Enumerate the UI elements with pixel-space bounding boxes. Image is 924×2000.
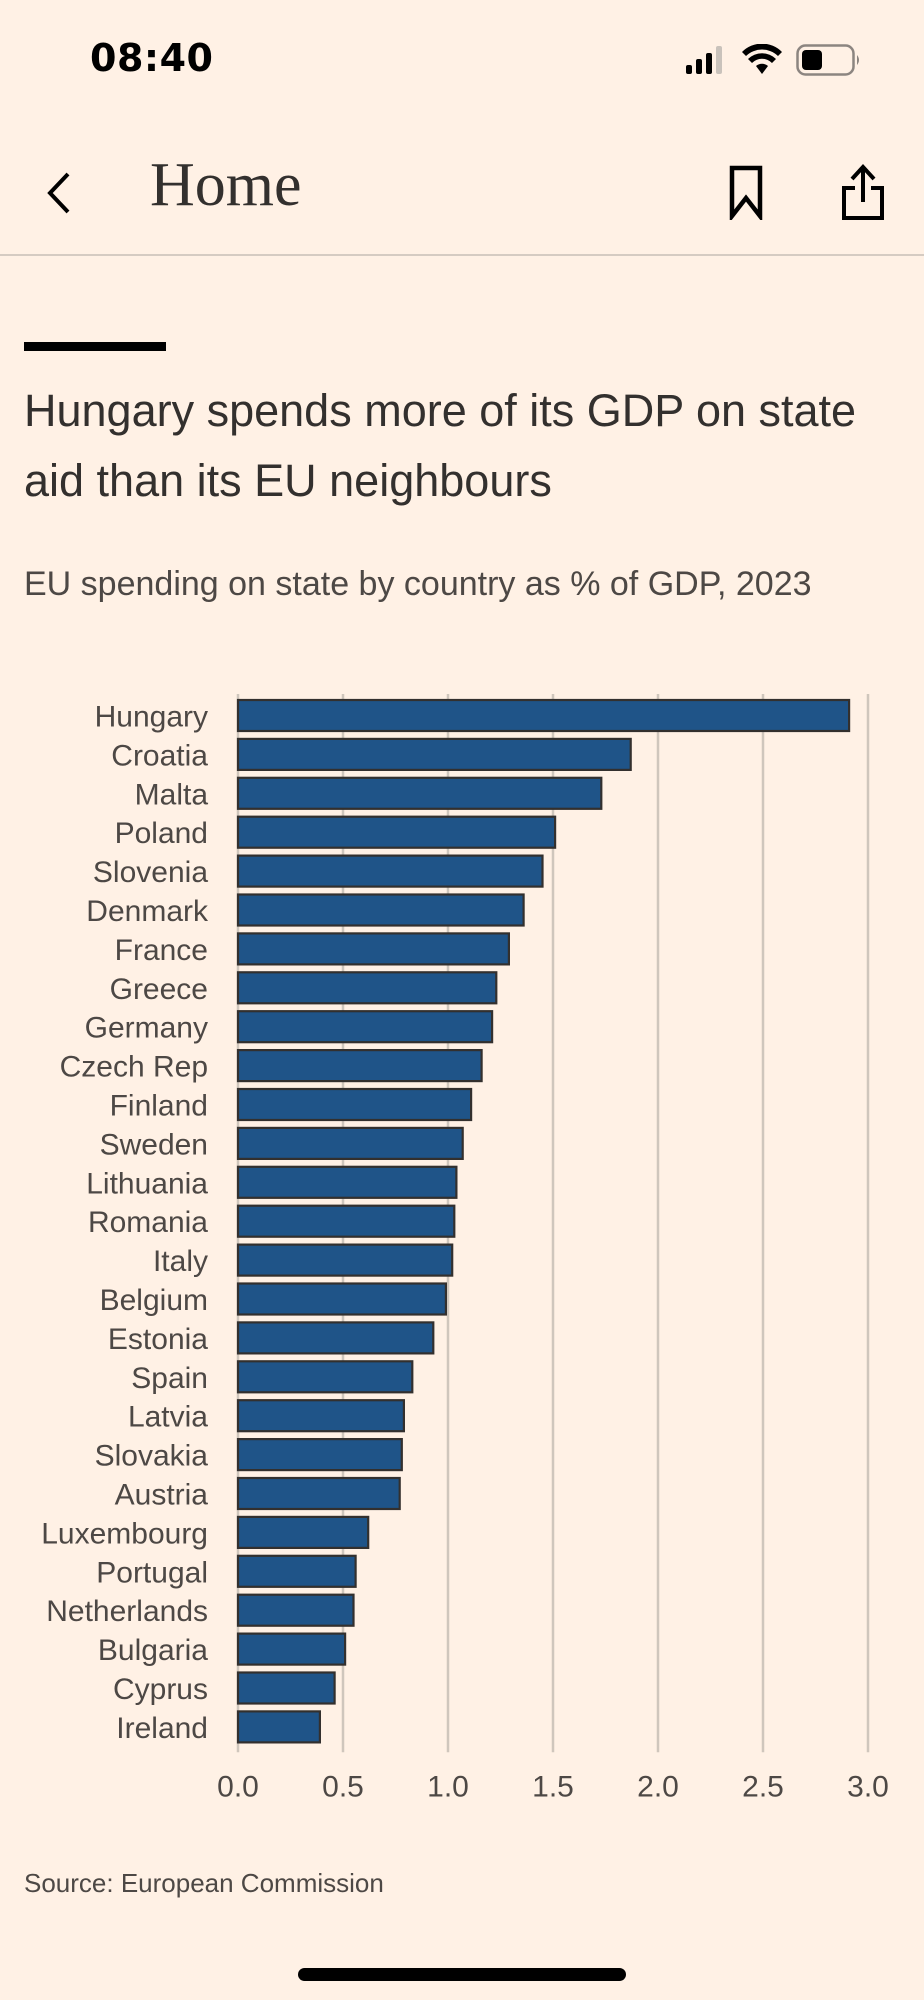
bar-slovakia <box>236 1437 403 1472</box>
wifi-icon <box>742 44 782 74</box>
home-indicator[interactable] <box>298 1968 626 1981</box>
bar-chart: Hungary Croatia Malta Poland Slovenia Denmark… <box>41 694 889 1800</box>
bar-hungary <box>236 698 851 733</box>
category-label: Lithuania <box>86 1167 208 1200</box>
category-label: Slovakia <box>95 1440 209 1473</box>
x-tick-label: 3.0 <box>847 1770 889 1800</box>
x-axis-ticks: 0.0 0.5 1.0 1.5 2.0 2.5 3.0 <box>217 1770 889 1800</box>
category-label: Poland <box>115 817 208 850</box>
bar-finland <box>236 1087 473 1122</box>
bar-romania <box>236 1204 456 1238</box>
bar-denmark <box>236 893 525 927</box>
bar-slovenia <box>236 854 544 888</box>
bar-lithuania <box>236 1165 458 1199</box>
bookmark-button[interactable] <box>724 164 768 223</box>
category-label: Croatia <box>111 739 208 772</box>
bar-sweden <box>236 1126 464 1160</box>
share-button[interactable] <box>838 162 888 222</box>
battery-icon <box>796 44 859 76</box>
category-label: Ireland <box>116 1712 208 1745</box>
category-label: Austria <box>115 1479 209 1512</box>
category-label: Sweden <box>100 1128 208 1161</box>
category-label: Hungary <box>95 701 208 734</box>
x-tick-label: 0.0 <box>217 1770 259 1800</box>
category-label: Estonia <box>108 1323 208 1356</box>
bookmark-icon <box>729 165 763 223</box>
status-icons <box>684 44 862 76</box>
bar-malta <box>236 776 603 810</box>
bar-latvia <box>236 1399 405 1433</box>
nav-bar: Home <box>0 120 924 256</box>
category-label: Germany <box>85 1012 208 1045</box>
category-label: Latvia <box>128 1401 208 1434</box>
bar-cyprus <box>236 1671 336 1705</box>
x-tick-label: 0.5 <box>322 1770 364 1800</box>
bar-spain <box>236 1360 414 1394</box>
x-tick-label: 2.5 <box>742 1770 784 1800</box>
bar-croatia <box>236 737 632 772</box>
bar-netherlands <box>236 1593 355 1627</box>
bar-greece <box>236 971 498 1005</box>
chart-title: Hungary spends more of its GDP on state … <box>24 385 857 506</box>
category-labels: Hungary Croatia Malta Poland Slovenia Denmark… <box>41 701 209 1745</box>
share-icon <box>842 164 884 220</box>
bar-bulgaria <box>236 1632 347 1666</box>
bar-france <box>236 932 510 966</box>
category-label: Portugal <box>96 1556 208 1589</box>
bar-ireland <box>236 1710 322 1744</box>
category-label: Spain <box>131 1362 208 1395</box>
category-label: Romania <box>88 1206 208 1239</box>
category-label: Czech Rep <box>60 1051 208 1084</box>
x-tick-label: 1.0 <box>427 1770 469 1800</box>
bar-estonia <box>236 1321 435 1355</box>
category-label: Cyprus <box>113 1673 208 1706</box>
category-label: Netherlands <box>46 1595 208 1628</box>
bar-poland <box>236 815 557 849</box>
title-rule <box>24 342 166 351</box>
category-label: Malta <box>135 778 209 811</box>
bar-austria <box>236 1476 401 1511</box>
chart-source: Source: European Commission <box>24 1868 384 1898</box>
x-tick-label: 1.5 <box>532 1770 574 1800</box>
chevron-left-icon <box>47 172 70 214</box>
status-time: 08:40 <box>90 36 214 80</box>
bar-czech-rep <box>236 1049 483 1083</box>
category-label: Bulgaria <box>98 1634 208 1667</box>
bars <box>236 698 851 1744</box>
bar-belgium <box>236 1282 447 1316</box>
category-label: France <box>115 934 208 967</box>
x-tick-label: 2.0 <box>637 1770 679 1800</box>
category-label: Belgium <box>100 1284 208 1317</box>
chart-subtitle: EU spending on state by country as % of … <box>24 565 812 603</box>
bar-germany <box>236 1010 494 1044</box>
back-button[interactable] <box>38 168 78 218</box>
category-label: Slovenia <box>93 856 208 889</box>
category-label: Finland <box>110 1090 208 1123</box>
bar-italy <box>236 1243 454 1277</box>
bar-portugal <box>236 1554 357 1588</box>
bar-luxembourg <box>236 1515 370 1550</box>
category-label: Denmark <box>86 895 209 928</box>
category-label: Italy <box>153 1245 208 1278</box>
nav-title: Home <box>150 151 302 219</box>
status-bar: 08:40 <box>0 0 924 120</box>
category-label: Greece <box>110 973 208 1006</box>
category-label: Luxembourg <box>41 1517 208 1550</box>
cellular-signal-icon <box>686 46 722 74</box>
